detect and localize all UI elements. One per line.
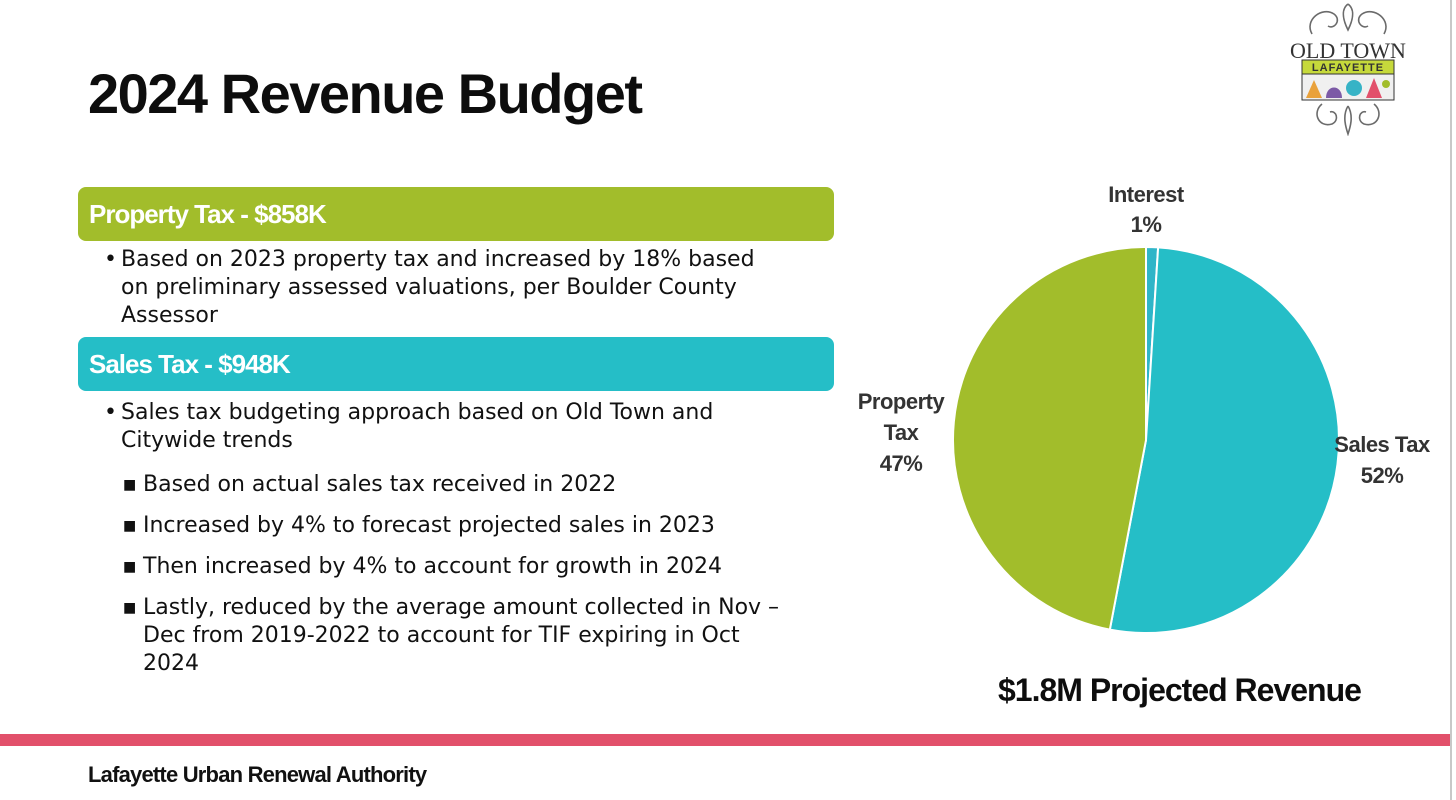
chart-caption: $1.8M Projected Revenue: [998, 672, 1362, 708]
sales-tax-sub-bullet: ■ Lastly, reduced by the average amount …: [123, 594, 780, 678]
slide-title: 2024 Revenue Budget: [88, 62, 643, 125]
svg-text:LAFAYETTE: LAFAYETTE: [1312, 62, 1384, 74]
bullet-line: Dec from 2019-2022 to account for TIF ex…: [143, 623, 740, 648]
bullet-dot-icon: •: [104, 400, 117, 425]
bullet-dot-icon: •: [104, 247, 117, 272]
slice-value-interest: 1%: [1131, 212, 1162, 237]
old-town-logo: OLD TOWN LAFAYETTE: [1290, 3, 1406, 136]
sales-tax-sub-bullet: ■ Increased by 4% to forecast projected …: [123, 512, 715, 540]
bullet-line: Citywide trends: [121, 428, 293, 453]
bullet-line: Based on 2023 property tax and increased…: [121, 247, 755, 272]
bullet-line: 2024: [143, 651, 199, 676]
pie-slice-sales-tax: [1108, 246, 1340, 634]
bullet-line: Increased by 4% to forecast projected sa…: [143, 513, 715, 538]
slice-label-sales-tax: Sales Tax: [1334, 432, 1431, 457]
property-tax-header: Property Tax - $858K: [78, 187, 834, 241]
square-bullet-icon: ■: [123, 600, 137, 616]
footer-divider: [0, 734, 1450, 746]
square-bullet-icon: ■: [123, 518, 137, 534]
pie-slices: [952, 245, 1340, 634]
bullet-line: Based on actual sales tax received in 20…: [143, 472, 617, 497]
slide-right-edge: [1450, 0, 1452, 800]
bullet-line: Then increased by 4% to account for grow…: [143, 554, 722, 579]
sales-tax-sub-bullet: ■ Then increased by 4% to account for gr…: [123, 553, 722, 581]
slice-label-interest: Interest: [1108, 182, 1185, 207]
bullet-line: Lastly, reduced by the average amount co…: [143, 595, 780, 620]
sales-tax-bullet: • Sales tax budgeting approach based on …: [104, 399, 714, 455]
svg-text:OLD TOWN: OLD TOWN: [1290, 38, 1406, 63]
bullet-line: on preliminary assessed valuations, per …: [121, 275, 737, 300]
bullet-line: Sales tax budgeting approach based on Ol…: [121, 400, 714, 425]
revenue-pie-chart: Interest 1% Sales Tax 52% Property Tax 4…: [858, 182, 1431, 634]
square-bullet-icon: ■: [123, 477, 137, 493]
slice-value-property-tax: 47%: [880, 451, 923, 476]
sales-tax-header: Sales Tax - $948K: [78, 337, 834, 391]
slice-label-property-tax-line1: Property: [858, 389, 946, 414]
sales-tax-sub-bullet: ■ Based on actual sales tax received in …: [123, 471, 617, 499]
footer-organization: Lafayette Urban Renewal Authority: [88, 762, 427, 787]
bullet-line: Assessor: [121, 303, 218, 328]
square-bullet-icon: ■: [123, 559, 137, 575]
slice-label-property-tax-line2: Tax: [884, 420, 920, 445]
slice-value-sales-tax: 52%: [1361, 463, 1404, 488]
property-tax-bullet: • Based on 2023 property tax and increas…: [104, 246, 755, 330]
pie-slice-property-tax: [952, 245, 1147, 631]
